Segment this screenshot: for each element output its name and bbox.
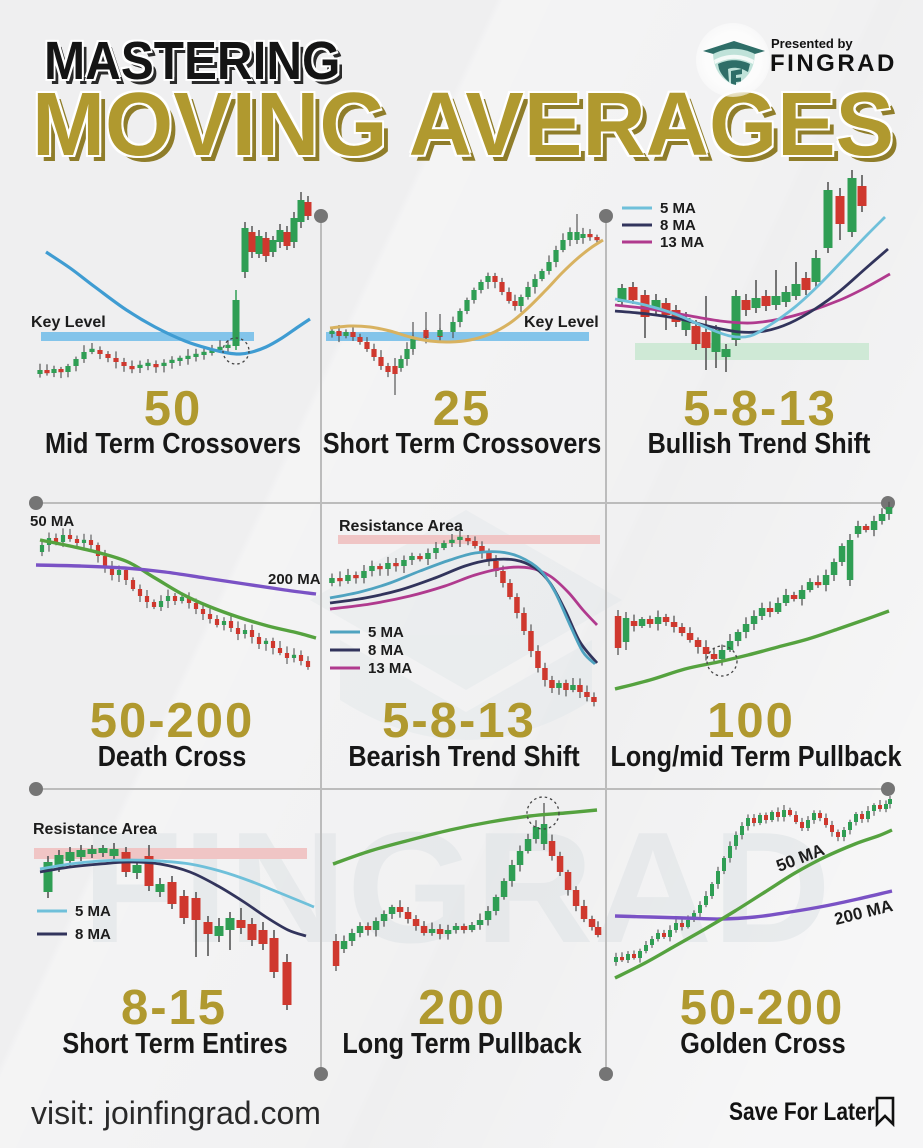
svg-text:8 MA: 8 MA [75,926,111,943]
svg-text:5 MA: 5 MA [660,200,696,217]
svg-text:Key Level: Key Level [31,314,106,331]
svg-text:Resistance Area: Resistance Area [339,518,463,535]
svg-text:50 MA: 50 MA [30,513,74,530]
svg-text:8 MA: 8 MA [660,217,696,234]
svg-text:Key Level: Key Level [524,314,599,331]
svg-text:200 MA: 200 MA [268,571,321,588]
svg-text:5 MA: 5 MA [75,903,111,920]
svg-text:8 MA: 8 MA [368,642,404,659]
svg-text:13 MA: 13 MA [660,234,704,251]
svg-text:13 MA: 13 MA [368,660,412,677]
svg-text:Resistance Area: Resistance Area [33,821,157,838]
svg-text:5 MA: 5 MA [368,624,404,641]
